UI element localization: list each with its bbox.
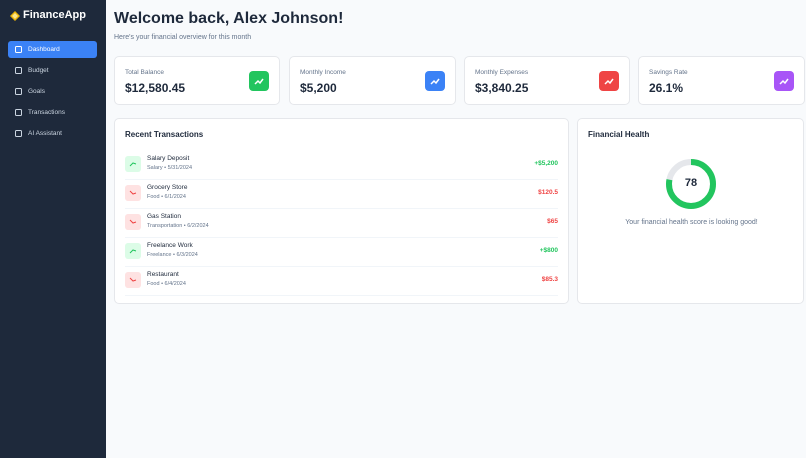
stat-card: Savings Rate 26.1% xyxy=(638,56,805,105)
nav-icon xyxy=(15,46,22,53)
transaction-row: Gas Station Transportation • 6/2/2024 $65 xyxy=(125,208,558,238)
transaction-meta: Salary • 5/31/2024 xyxy=(147,165,193,171)
transaction-amount: $120.5 xyxy=(538,189,558,196)
stat-label: Monthly Income xyxy=(300,69,346,76)
stat-icon xyxy=(599,71,619,91)
sidebar: FinanceApp Dashboard Budget Goals Transacti… xyxy=(0,0,106,458)
stat-card: Total Balance $12,580.45 xyxy=(114,56,280,105)
transaction-amount: +$5,200 xyxy=(534,160,558,167)
transaction-name: Gas Station xyxy=(147,213,181,220)
stat-value: $3,840.25 xyxy=(475,81,529,95)
stat-value: 26.1% xyxy=(649,81,684,95)
nav-label: Budget xyxy=(28,67,49,74)
health-message: Your financial health score is looking g… xyxy=(625,219,758,226)
stat-icon xyxy=(774,71,794,91)
transaction-meta: Transportation • 6/2/2024 xyxy=(147,223,209,229)
nav-item[interactable]: Goals xyxy=(8,83,97,100)
health-score: 78 xyxy=(684,177,698,189)
transaction-row: Restaurant Food • 6/4/2024 $85.3 xyxy=(125,266,558,296)
transaction-amount: +$800 xyxy=(539,247,558,254)
stat-icon xyxy=(249,71,269,91)
nav-item[interactable]: Transactions xyxy=(8,104,97,121)
health-panel: Financial Health 78 Your financial healt… xyxy=(577,118,804,304)
panel-title: Recent Transactions xyxy=(125,130,204,139)
ring-progress xyxy=(666,159,716,209)
transaction-amount: $65 xyxy=(547,218,558,225)
transaction-icon xyxy=(125,214,141,230)
stat-icon xyxy=(425,71,445,91)
stat-value: $5,200 xyxy=(300,81,337,95)
nav-icon xyxy=(15,130,22,137)
transaction-icon xyxy=(125,243,141,259)
transaction-row: Grocery Store Food • 6/1/2024 $120.5 xyxy=(125,179,558,209)
nav-label: Dashboard xyxy=(28,46,60,53)
logo-icon xyxy=(10,11,20,21)
stat-value: $12,580.45 xyxy=(125,81,186,95)
transaction-icon xyxy=(125,156,141,172)
transaction-row: Salary Deposit Salary • 5/31/2024 +$5,200 xyxy=(125,150,558,180)
transaction-name: Restaurant xyxy=(147,271,179,278)
transaction-meta: Freelance • 6/3/2024 xyxy=(147,252,198,258)
nav-label: Goals xyxy=(28,88,45,95)
transaction-name: Grocery Store xyxy=(147,184,188,191)
transaction-name: Salary Deposit xyxy=(147,155,190,162)
transaction-amount: $85.3 xyxy=(541,276,558,283)
stat-label: Monthly Expenses xyxy=(475,69,529,76)
nav-icon xyxy=(15,67,22,74)
nav-icon xyxy=(15,88,22,95)
transaction-icon xyxy=(125,272,141,288)
transaction-row: Freelance Work Freelance • 6/3/2024 +$800 xyxy=(125,237,558,267)
panel-title: Financial Health xyxy=(588,130,650,139)
nav-item[interactable]: Budget xyxy=(8,62,97,79)
health-ring xyxy=(666,159,716,209)
stat-card: Monthly Income $5,200 xyxy=(289,56,456,105)
nav-item[interactable]: AI Assistant xyxy=(8,125,97,142)
transaction-meta: Food • 6/1/2024 xyxy=(147,194,186,200)
nav-icon xyxy=(15,109,22,116)
stat-card: Monthly Expenses $3,840.25 xyxy=(464,56,630,105)
stat-label: Total Balance xyxy=(125,69,165,76)
transactions-panel: Recent Transactions Salary Deposit Salary… xyxy=(114,118,569,304)
nav-label: Transactions xyxy=(28,109,65,116)
transaction-name: Freelance Work xyxy=(147,242,193,249)
transaction-icon xyxy=(125,185,141,201)
stat-label: Savings Rate xyxy=(649,69,688,76)
page-title: Welcome back, Alex Johnson! xyxy=(114,10,344,27)
transaction-meta: Food • 6/4/2024 xyxy=(147,281,186,287)
app-name: FinanceApp xyxy=(23,9,86,21)
nav-item[interactable]: Dashboard xyxy=(8,41,97,58)
nav-label: AI Assistant xyxy=(28,130,62,137)
page-subtitle: Here's your financial overview for this … xyxy=(114,34,252,41)
